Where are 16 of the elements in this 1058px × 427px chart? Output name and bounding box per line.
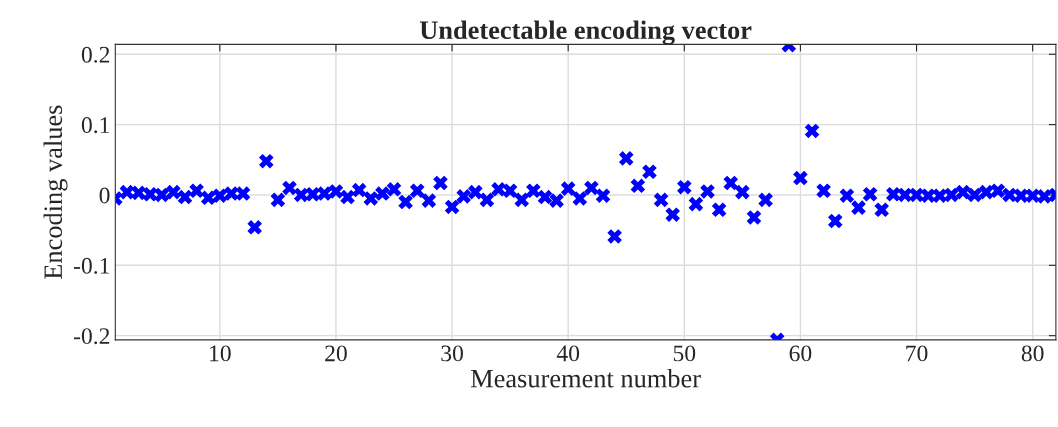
x-tick-label: 80	[1021, 345, 1044, 362]
chart-title: Undetectable encoding vector	[419, 20, 752, 45]
x-tick-label: 20	[325, 345, 347, 362]
x-tick-label: 60	[789, 345, 812, 362]
x-tick-label: 40	[556, 345, 580, 362]
y-tick-label: -0.2	[73, 328, 110, 345]
x-tick-label: 30	[441, 345, 463, 362]
y-tick-label: -0.1	[73, 257, 110, 274]
x-tick-label: 50	[673, 345, 696, 362]
y-tick-label: 0.1	[81, 117, 110, 134]
x-tick-label: 70	[906, 345, 928, 362]
y-axis-title: Encoding values	[43, 105, 68, 279]
y-tick-label: 0	[99, 187, 110, 204]
x-tick-label: 10	[210, 345, 231, 362]
y-tick-label: 0.2	[81, 46, 110, 63]
x-axis-title: Measurement number	[470, 368, 701, 388]
